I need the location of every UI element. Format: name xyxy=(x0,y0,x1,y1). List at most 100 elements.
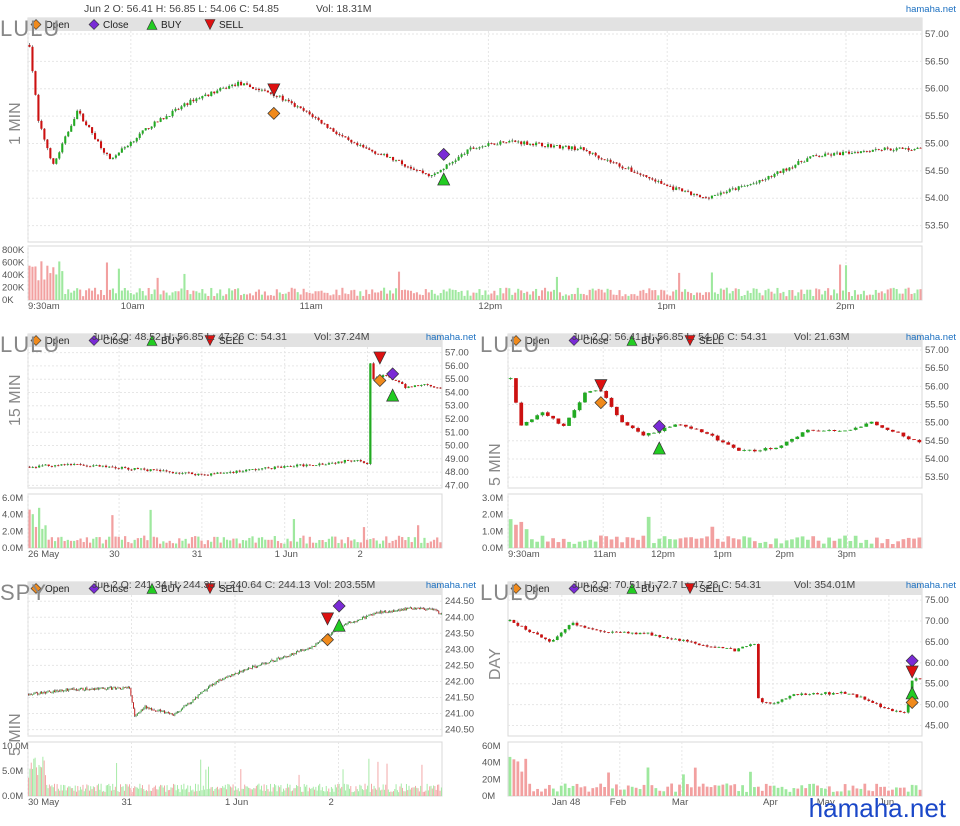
candle xyxy=(916,147,919,149)
candle xyxy=(303,650,305,652)
candle xyxy=(143,468,146,470)
volume-bar xyxy=(63,784,65,796)
volume-bar xyxy=(883,786,886,796)
volume-bar xyxy=(197,784,199,796)
volume-bar xyxy=(585,295,588,300)
volume-bar xyxy=(117,536,120,548)
volume-bar xyxy=(239,791,240,796)
volume-bar xyxy=(28,509,31,548)
candle xyxy=(416,607,418,609)
candle xyxy=(427,608,429,610)
volume-bar xyxy=(120,539,124,548)
candle xyxy=(330,633,332,635)
volume-bar xyxy=(183,783,185,796)
volume-bar xyxy=(209,788,211,796)
candle xyxy=(189,703,191,705)
candle xyxy=(92,688,94,690)
volume-bar xyxy=(389,290,392,300)
candle xyxy=(102,148,106,153)
candle xyxy=(790,439,794,442)
volume-bar xyxy=(145,790,147,796)
y-tick-label: 70.00 xyxy=(925,616,949,627)
volume-header: Vol: 18.31M xyxy=(316,3,371,15)
volume-bar xyxy=(55,791,57,796)
volume-bar xyxy=(178,788,180,796)
chart-lulu-day[interactable]: 75.00 70.00 65.00 60.00 55.00 50.00 45.00 Jan 4… xyxy=(480,576,960,810)
candle xyxy=(32,694,33,696)
candle xyxy=(283,656,284,658)
volume-bar xyxy=(633,294,636,300)
volume-bar xyxy=(520,771,524,796)
candle xyxy=(343,624,345,626)
candle xyxy=(314,646,316,647)
x-tick-label: May xyxy=(817,797,835,808)
candle xyxy=(917,439,922,443)
candle xyxy=(246,669,248,671)
volume-bar xyxy=(742,536,747,548)
watermark[interactable]: hamaha.net xyxy=(808,793,946,823)
legend-bar xyxy=(28,18,922,31)
candle xyxy=(144,705,146,709)
volume-bar xyxy=(37,775,39,796)
volume-bar xyxy=(591,288,594,300)
volume-bar xyxy=(334,784,336,796)
candle xyxy=(186,705,187,706)
chart-spy-5min[interactable]: 244.50 244.00 243.50 243.00 242.50 242.00 241.… xyxy=(0,576,480,810)
volume-bar xyxy=(413,537,417,548)
volume-bar xyxy=(76,288,79,300)
volume-bar xyxy=(827,288,830,300)
candle xyxy=(715,435,720,441)
volume-bar xyxy=(359,291,362,300)
y-tick-label: 244.00 xyxy=(445,612,474,623)
candle xyxy=(329,127,332,129)
candle xyxy=(232,674,234,676)
volume-bar xyxy=(600,289,603,300)
candle xyxy=(248,469,251,471)
candle xyxy=(28,44,31,47)
candle xyxy=(606,159,609,161)
volume-bar xyxy=(767,288,770,300)
candle xyxy=(111,157,114,159)
candle xyxy=(678,424,683,426)
x-tick-label: 9:30am xyxy=(28,301,60,310)
volume-bar xyxy=(421,295,424,300)
candle xyxy=(211,684,213,687)
volume-bar xyxy=(797,292,800,300)
volume-header: Vol: 354.01M xyxy=(794,579,855,591)
volume-bar xyxy=(341,287,344,300)
volume-bar xyxy=(245,294,249,300)
chart-lulu-5min[interactable]: 57.00 56.50 56.00 55.50 55.00 54.50 54.00 53.50… xyxy=(480,328,960,562)
volume-bar xyxy=(415,292,418,300)
volume-bar xyxy=(120,784,121,796)
candle xyxy=(254,88,258,90)
y-tick-label: 48.00 xyxy=(445,467,469,478)
candle xyxy=(543,146,547,147)
candle xyxy=(73,119,76,126)
candle xyxy=(305,110,308,112)
candle xyxy=(209,685,211,687)
volume-bar xyxy=(811,536,816,548)
chart-svg: 57.0056.5056.0055.5055.0054.5054.0053.50… xyxy=(480,331,956,560)
volume-bar xyxy=(634,787,638,796)
x-tick-label: 11am xyxy=(593,549,616,560)
candle xyxy=(58,152,61,159)
candle xyxy=(152,469,155,471)
candle xyxy=(540,412,545,416)
volume-bar xyxy=(230,786,231,796)
chart-lulu-15min[interactable]: 57.00 56.00 55.00 54.00 53.00 52.00 51.00 50.00… xyxy=(0,328,480,562)
volume-bar xyxy=(302,288,305,300)
volume-bar xyxy=(638,789,642,796)
volume-bar xyxy=(701,783,705,796)
candle xyxy=(436,172,439,174)
volume-bar xyxy=(705,786,709,796)
chart-lulu-1min[interactable]: 57.00 56.50 56.00 55.50 55.00 54.50 54.00 53.50… xyxy=(0,0,960,312)
candle xyxy=(169,712,171,714)
candle xyxy=(68,689,70,691)
volume-bar xyxy=(45,775,46,796)
candle xyxy=(380,611,381,613)
candle xyxy=(28,466,31,468)
volume-bar xyxy=(843,784,847,796)
candle xyxy=(98,688,99,690)
volume-tick-label: 400K xyxy=(2,270,25,281)
volume-bar xyxy=(904,288,907,300)
